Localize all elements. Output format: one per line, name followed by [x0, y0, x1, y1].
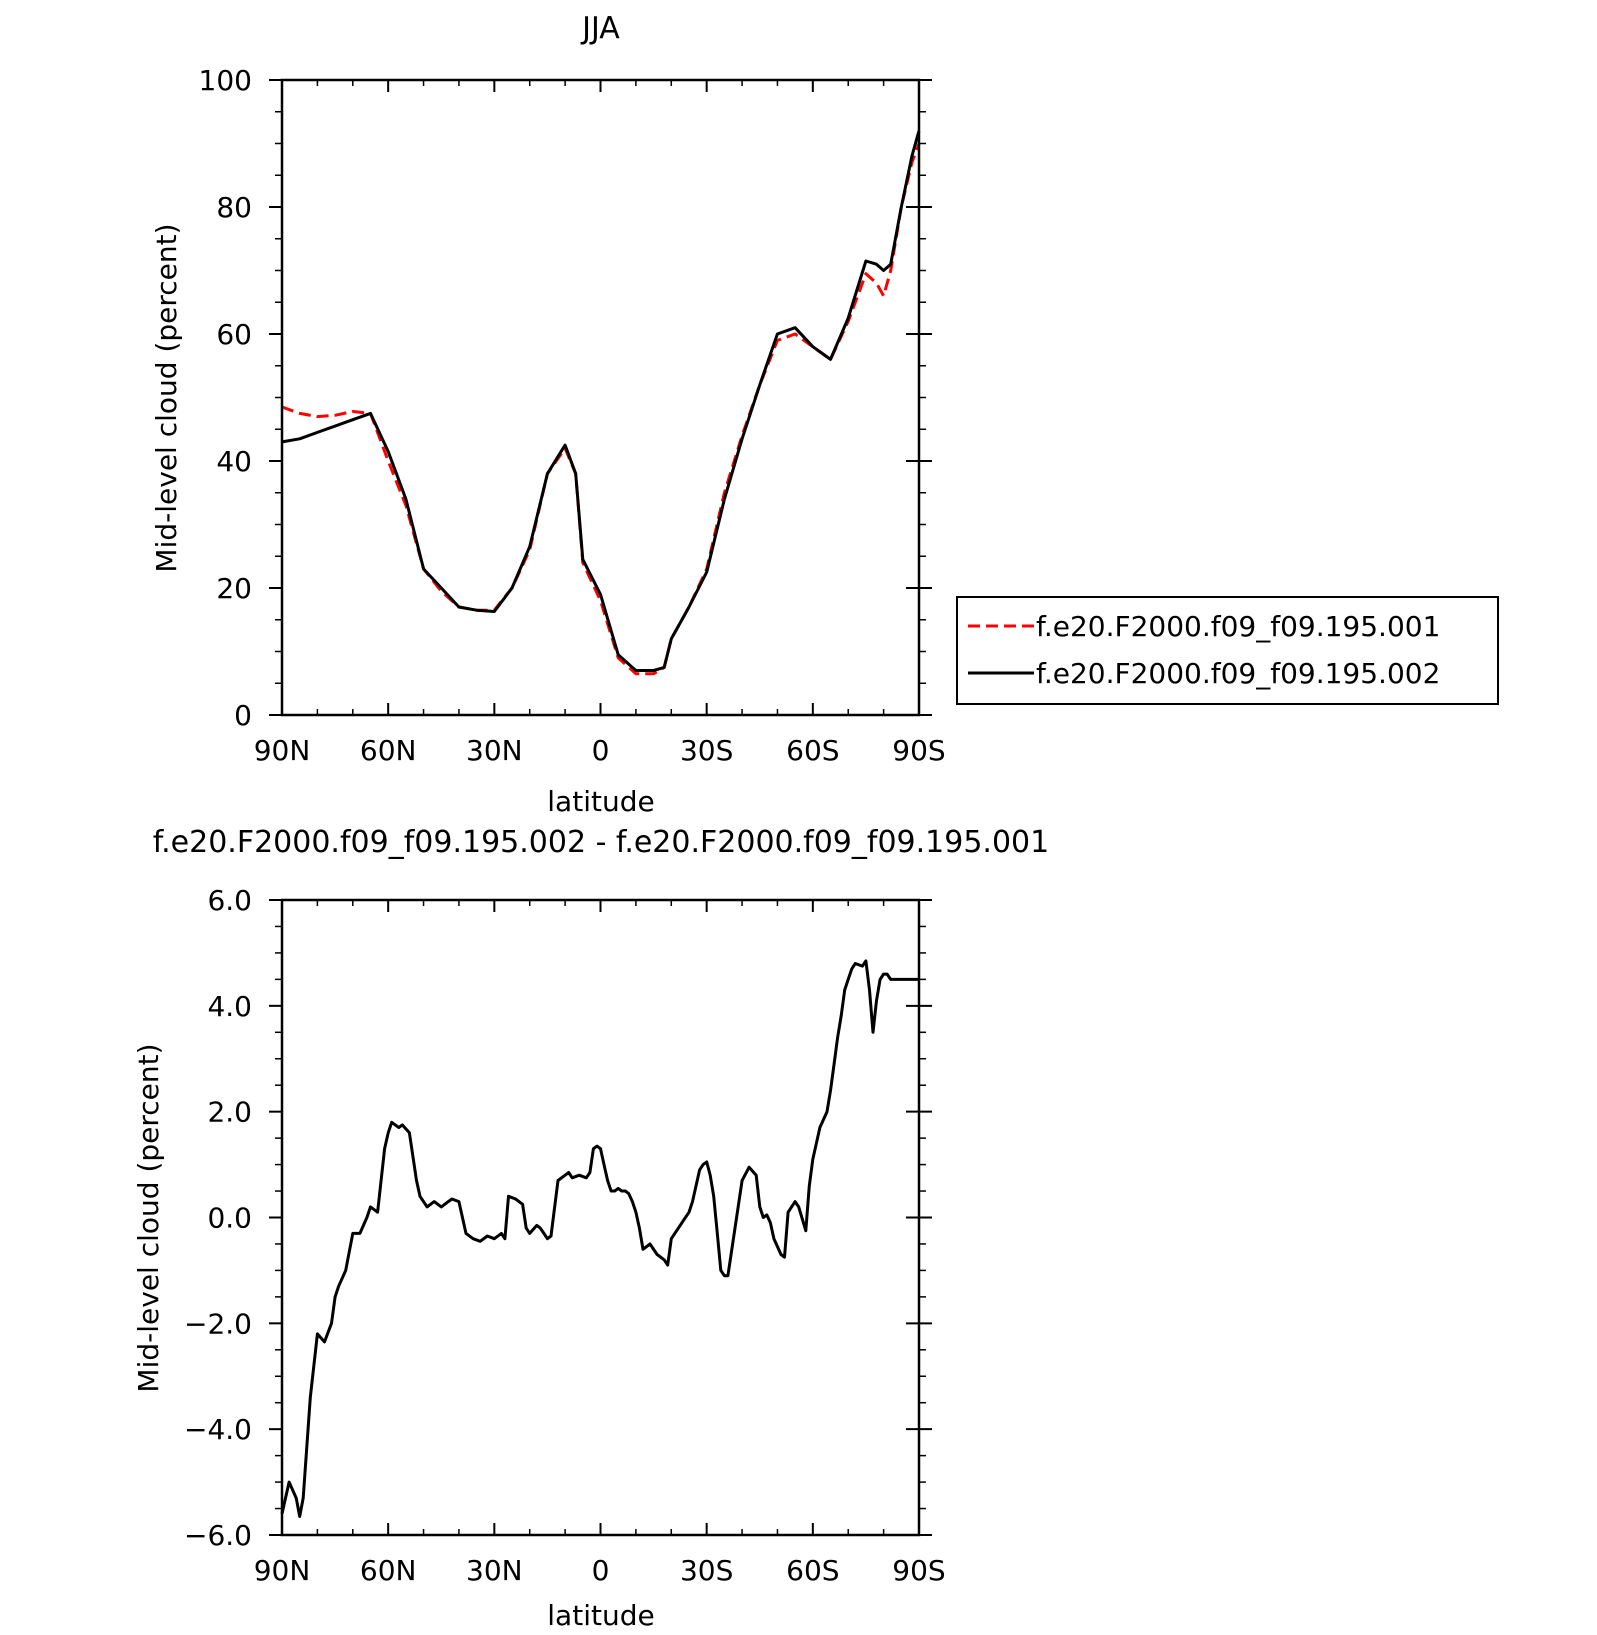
- bottom-y-tick-label: 6.0: [207, 884, 252, 917]
- bottom-panel: f.e20.F2000.f09_f09.195.002 - f.e20.F200…: [132, 825, 1049, 1632]
- legend: f.e20.F2000.f09_f09.195.001 f.e20.F2000.…: [956, 596, 1499, 705]
- top-x-tick-label: 30S: [680, 734, 733, 767]
- top-y-tick-label: 0: [234, 699, 252, 732]
- bottom-x-tick-label: 30S: [680, 1554, 733, 1587]
- bottom-y-tick-label: −2.0: [184, 1307, 252, 1340]
- legend-box: [956, 596, 1499, 705]
- bottom-x-tick-label: 0: [592, 1554, 610, 1587]
- bottom-x-axis-label: latitude: [547, 1599, 654, 1632]
- top-plot-frame: [280, 78, 921, 717]
- bottom-y-tick-label: −6.0: [184, 1519, 252, 1552]
- bottom-plot-frame: [280, 898, 921, 1537]
- top-x-tick-label: 90S: [892, 734, 945, 767]
- bottom-y-tick-label: −4.0: [184, 1413, 252, 1446]
- top-series-line-1: [281, 130, 921, 672]
- top-x-tick-label: 60N: [360, 734, 417, 767]
- legend-label-0: f.e20.F2000.f09_f09.195.001: [1036, 610, 1440, 643]
- bottom-y-tick-label: 2.0: [207, 1096, 252, 1129]
- top-ticks: [269, 79, 932, 716]
- top-x-axis-label: latitude: [547, 785, 654, 818]
- top-x-tick-label: 30N: [466, 734, 523, 767]
- top-y-tick-label: 40: [216, 445, 252, 478]
- top-chart-title: JJA: [580, 11, 620, 46]
- bottom-series-lines: [280, 959, 919, 1518]
- bottom-y-tick-label: 4.0: [207, 990, 252, 1023]
- bottom-x-tick-label: 90N: [254, 1554, 311, 1587]
- bottom-x-tick-label: 60N: [360, 1554, 417, 1587]
- top-x-tick-label: 90N: [254, 734, 311, 767]
- top-y-tick-label: 100: [199, 64, 252, 97]
- bottom-x-tick-label: 60S: [786, 1554, 839, 1587]
- top-x-tick-label: 60S: [786, 734, 839, 767]
- top-panel: JJA Mid-level cloud (percent) latitude 9…: [150, 11, 1499, 818]
- bottom-y-tick-label: 0.0: [207, 1202, 252, 1235]
- top-series-lines: [281, 130, 921, 676]
- top-y-tick-label: 80: [216, 191, 252, 224]
- legend-label-1: f.e20.F2000.f09_f09.195.002: [1036, 657, 1440, 690]
- top-y-axis-label: Mid-level cloud (percent): [150, 223, 183, 572]
- top-y-tick-label: 60: [216, 318, 252, 351]
- bottom-x-tick-label: 90S: [892, 1554, 945, 1587]
- bottom-tick-labels: 90N 60N 30N 0 30S 60S 90S −6.0 −4.0 −2.0 0.0 2.0 4.0…: [184, 884, 946, 1587]
- bottom-x-tick-label: 30N: [466, 1554, 523, 1587]
- bottom-chart-title: f.e20.F2000.f09_f09.195.002 - f.e20.F200…: [153, 825, 1049, 860]
- top-y-tick-label: 20: [216, 572, 252, 605]
- top-tick-labels: 90N 60N 30N 0 30S 60S 90S 0 20 40 60 80 100: [199, 64, 946, 767]
- top-x-tick-label: 0: [592, 734, 610, 767]
- bottom-y-axis-label: Mid-level cloud (percent): [132, 1043, 165, 1392]
- top-series-line-0: [281, 142, 921, 676]
- bottom-series-line-0: [280, 959, 919, 1518]
